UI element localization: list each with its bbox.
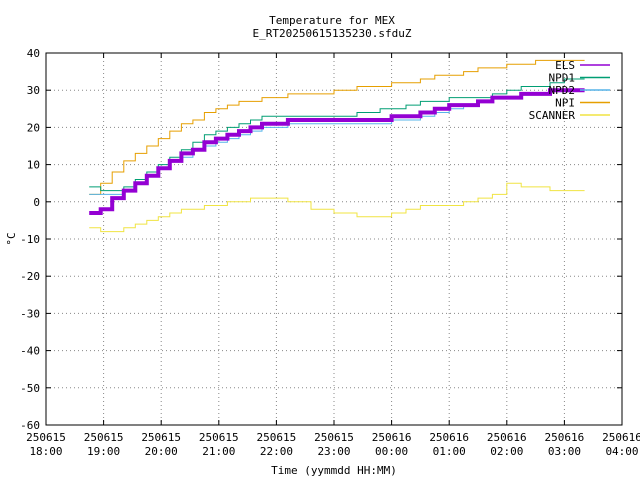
x-tick-time: 18:00 xyxy=(29,445,62,458)
y-tick-label: -20 xyxy=(20,270,40,283)
legend-label-npd1: NPD1 xyxy=(549,72,576,85)
legend-label-npi: NPI xyxy=(555,97,575,110)
x-tick-date: 250616 xyxy=(429,431,469,444)
chart-subtitle: E_RT20250615135230.sfduZ xyxy=(253,27,412,40)
y-tick-label: -60 xyxy=(20,419,40,432)
plot-border xyxy=(45,52,623,426)
x-tick-time: 04:00 xyxy=(605,445,638,458)
x-tick-date: 250616 xyxy=(487,431,527,444)
y-tick-label: -50 xyxy=(20,382,40,395)
x-tick-date: 250615 xyxy=(84,431,124,444)
y-tick-label: 30 xyxy=(27,84,40,97)
x-tick-date: 250615 xyxy=(26,431,66,444)
x-tick-time: 00:00 xyxy=(375,445,408,458)
x-tick-time: 21:00 xyxy=(202,445,235,458)
x-tick-date: 250615 xyxy=(199,431,239,444)
y-tick-label: -30 xyxy=(20,307,40,320)
x-tick-date: 250615 xyxy=(141,431,181,444)
chart-title: Temperature for MEX xyxy=(269,14,395,27)
x-axis-label: Time (yymmdd HH:MM) xyxy=(271,464,397,477)
y-tick-label: -10 xyxy=(20,233,40,246)
series-line-npd2 xyxy=(89,89,585,195)
x-tick-time: 02:00 xyxy=(490,445,523,458)
x-tick-time: 03:00 xyxy=(548,445,581,458)
y-tick-label: -40 xyxy=(20,345,40,358)
x-tick-date: 250616 xyxy=(602,431,640,444)
series-lines xyxy=(89,59,585,233)
x-tick-time: 01:00 xyxy=(433,445,466,458)
y-tick-label: 20 xyxy=(27,121,40,134)
series-line-npi xyxy=(89,59,585,195)
y-tick-label: 0 xyxy=(33,196,40,209)
y-tick-label: 40 xyxy=(27,47,40,60)
x-tick-time: 23:00 xyxy=(317,445,350,458)
legend-label-els: ELS xyxy=(555,59,575,72)
series-line-scanner xyxy=(89,182,585,233)
x-tick-date: 250615 xyxy=(314,431,354,444)
x-tick-time: 20:00 xyxy=(145,445,178,458)
series-line-els xyxy=(89,88,585,215)
legend-label-npd2: NPD2 xyxy=(549,84,576,97)
y-tick-label: 10 xyxy=(27,159,40,172)
x-tick-time: 19:00 xyxy=(87,445,120,458)
x-tick-time: 22:00 xyxy=(260,445,293,458)
x-tick-date: 250616 xyxy=(372,431,412,444)
y-axis-ticks: -60 -50 -40 -30 -20 -10 0 10 20 30 40 xyxy=(20,47,622,432)
y-axis-label: °C xyxy=(5,232,18,245)
x-tick-date: 250615 xyxy=(257,431,297,444)
x-tick-date: 250616 xyxy=(545,431,585,444)
legend-label-scanner: SCANNER xyxy=(529,109,576,122)
x-axis-ticks: 25061518:0025061519:0025061520:002506152… xyxy=(26,53,640,458)
